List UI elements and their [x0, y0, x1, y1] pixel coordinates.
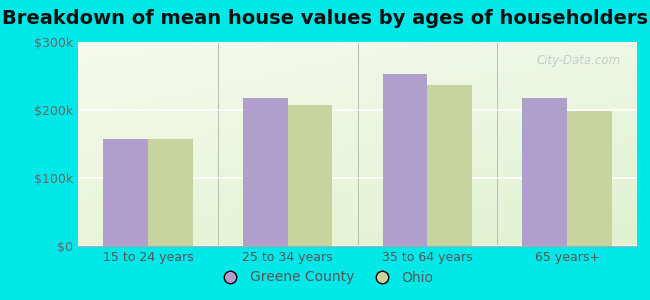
- Legend: Greene County, Ohio: Greene County, Ohio: [211, 265, 439, 290]
- Text: City-Data.com: City-Data.com: [536, 54, 620, 67]
- Text: Breakdown of mean house values by ages of householders: Breakdown of mean house values by ages o…: [2, 9, 648, 28]
- Bar: [287, 105, 332, 246]
- Bar: [567, 111, 612, 246]
- Bar: [523, 98, 567, 246]
- Bar: [243, 98, 287, 246]
- Bar: [148, 139, 192, 246]
- Bar: [383, 74, 428, 246]
- Bar: [103, 139, 148, 246]
- Bar: [428, 85, 472, 246]
